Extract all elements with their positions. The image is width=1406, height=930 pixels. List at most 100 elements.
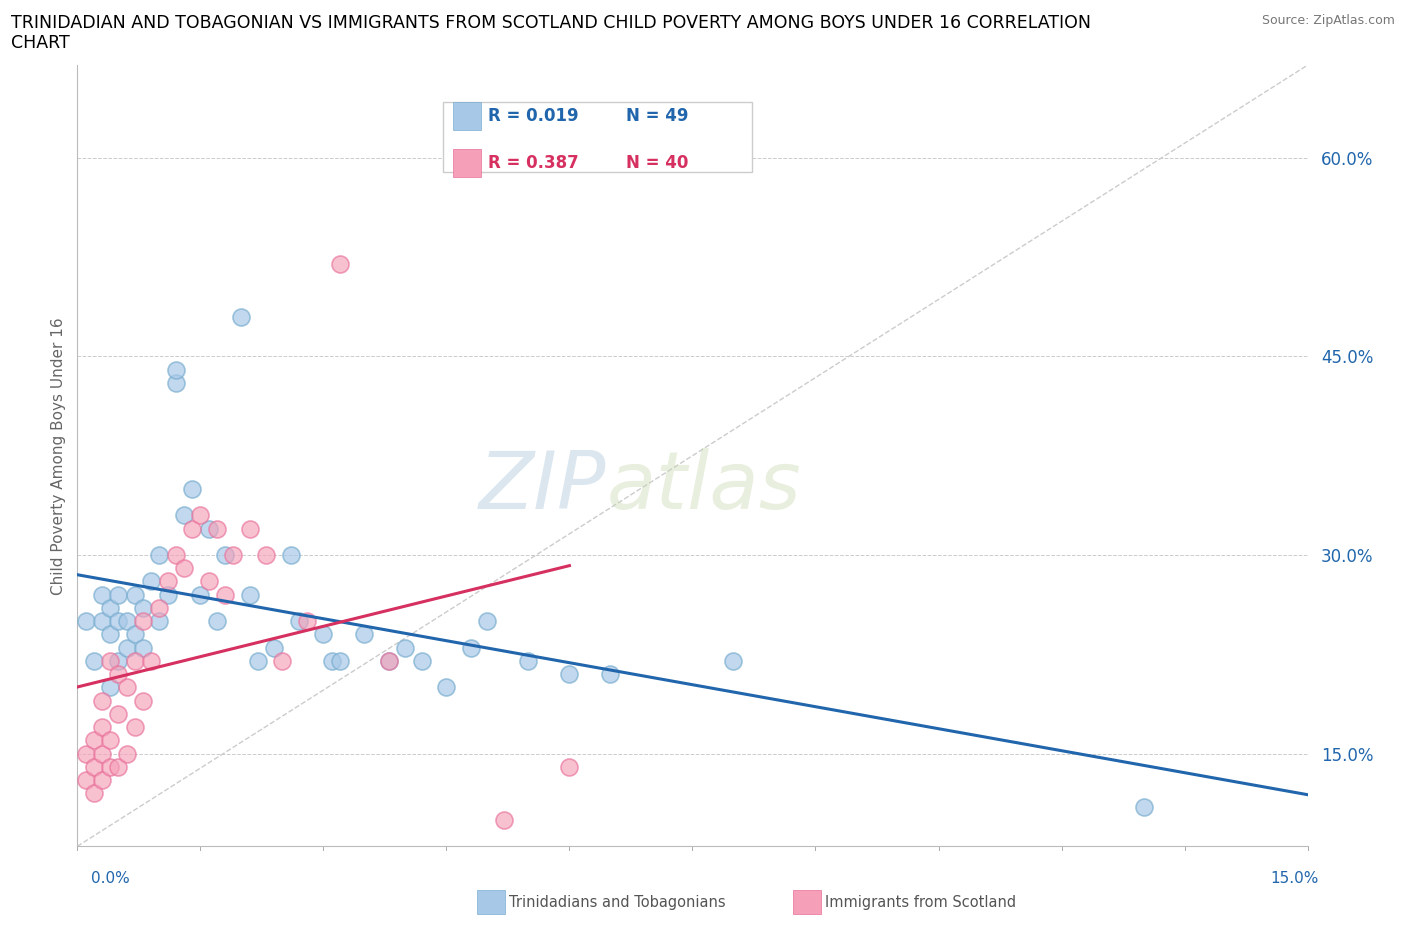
Point: [477, 614, 499, 629]
Point: [115, 640, 138, 655]
Point: [353, 627, 375, 642]
Text: N = 49: N = 49: [626, 107, 688, 126]
Point: [295, 614, 318, 629]
Point: [165, 376, 187, 391]
Text: N = 40: N = 40: [626, 153, 688, 172]
Text: Trinidadians and Tobagonians: Trinidadians and Tobagonians: [509, 895, 725, 910]
Text: Source: ZipAtlas.com: Source: ZipAtlas.com: [1261, 14, 1395, 27]
Point: [141, 654, 163, 669]
Point: [492, 813, 515, 828]
Point: [558, 760, 581, 775]
Point: [156, 574, 179, 589]
Point: [558, 667, 581, 682]
Point: [83, 654, 105, 669]
Point: [75, 614, 97, 629]
Point: [599, 667, 621, 682]
Point: [115, 614, 138, 629]
Point: [83, 760, 105, 775]
Point: [107, 760, 129, 775]
Point: [197, 521, 219, 536]
Point: [124, 587, 146, 602]
Point: [148, 601, 170, 616]
Point: [188, 587, 212, 602]
Point: [107, 667, 129, 682]
Point: [124, 627, 146, 642]
Point: [165, 362, 187, 377]
Text: R = 0.387: R = 0.387: [488, 153, 579, 172]
Point: [254, 548, 277, 563]
Point: [98, 627, 121, 642]
Text: CHART: CHART: [11, 34, 70, 52]
Point: [205, 614, 228, 629]
Point: [75, 773, 97, 788]
Point: [205, 521, 228, 536]
Point: [83, 733, 105, 748]
Point: [517, 654, 540, 669]
Point: [173, 508, 195, 523]
Point: [222, 548, 245, 563]
Point: [115, 746, 138, 761]
Point: [90, 693, 114, 708]
Text: ZIP: ZIP: [479, 448, 606, 526]
Point: [107, 654, 129, 669]
Point: [132, 601, 155, 616]
Point: [83, 786, 105, 801]
Point: [378, 654, 401, 669]
Point: [165, 548, 187, 563]
Point: [246, 654, 269, 669]
Point: [214, 548, 236, 563]
Point: [98, 654, 121, 669]
Point: [231, 310, 253, 325]
Point: [90, 773, 114, 788]
Point: [98, 733, 121, 748]
Point: [98, 680, 121, 695]
Point: [90, 720, 114, 735]
Point: [156, 587, 179, 602]
Point: [288, 614, 311, 629]
Point: [107, 614, 129, 629]
Point: [329, 257, 352, 272]
Point: [378, 654, 401, 669]
Point: [90, 587, 114, 602]
Point: [197, 574, 219, 589]
Point: [115, 680, 138, 695]
Point: [124, 720, 146, 735]
Point: [329, 654, 352, 669]
Text: TRINIDADIAN AND TOBAGONIAN VS IMMIGRANTS FROM SCOTLAND CHILD POVERTY AMONG BOYS : TRINIDADIAN AND TOBAGONIAN VS IMMIGRANTS…: [11, 14, 1091, 32]
Point: [132, 640, 155, 655]
Point: [181, 482, 204, 497]
Point: [107, 587, 129, 602]
Point: [188, 508, 212, 523]
Point: [98, 601, 121, 616]
Point: [436, 680, 458, 695]
Text: atlas: atlas: [606, 448, 801, 526]
Point: [723, 654, 745, 669]
Point: [148, 548, 170, 563]
Point: [394, 640, 416, 655]
Point: [181, 521, 204, 536]
Point: [312, 627, 335, 642]
Point: [321, 654, 343, 669]
Point: [411, 654, 433, 669]
Point: [141, 574, 163, 589]
Point: [239, 521, 262, 536]
Point: [107, 707, 129, 722]
Point: [1132, 799, 1154, 814]
Point: [132, 614, 155, 629]
Point: [460, 640, 482, 655]
Point: [124, 654, 146, 669]
Text: Immigrants from Scotland: Immigrants from Scotland: [825, 895, 1017, 910]
Y-axis label: Child Poverty Among Boys Under 16: Child Poverty Among Boys Under 16: [51, 317, 66, 594]
Text: 15.0%: 15.0%: [1271, 871, 1319, 886]
Point: [263, 640, 285, 655]
Point: [90, 614, 114, 629]
Point: [148, 614, 170, 629]
Point: [214, 587, 236, 602]
Point: [75, 746, 97, 761]
Point: [98, 760, 121, 775]
Point: [132, 693, 155, 708]
Text: 0.0%: 0.0%: [91, 871, 131, 886]
Point: [239, 587, 262, 602]
Text: R = 0.019: R = 0.019: [488, 107, 578, 126]
Point: [173, 561, 195, 576]
